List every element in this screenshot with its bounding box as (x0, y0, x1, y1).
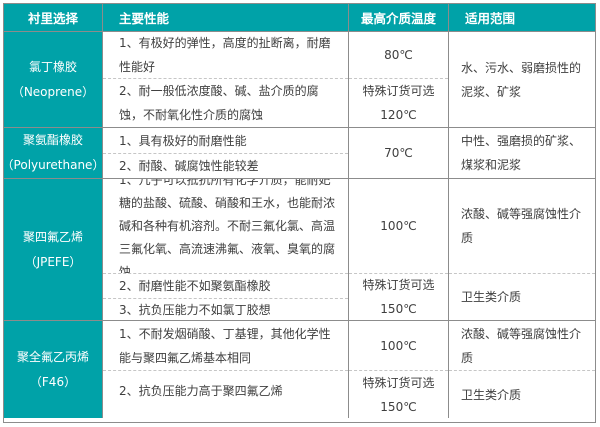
performance-item: 1、几乎可以抵抗所有化学介质，能耐妃糖的盐酸、硫酸、硝酸和王水，也能耐浓碱和各种… (119, 179, 336, 273)
performance-column: 1、有极好的弹性，高度的扯断离，耐磨性能好 2、耐一般低浓度酸、碱、盐介质的腐蚀… (102, 32, 348, 127)
max-temp-column: 100℃ 特殊订货可选 150℃ (348, 321, 448, 418)
max-temp-cell: 特殊订货可选 120℃ (349, 78, 448, 127)
max-temp-column: 100℃ 特殊订货可选 150℃ (348, 179, 448, 320)
max-temp-column: 80℃ 特殊订货可选 120℃ (348, 32, 448, 127)
application-range-column: 浓酸、碱等强腐蚀性介质 卫生类介质 (448, 179, 595, 320)
max-temp-cell: 特殊订货可选 150℃ (349, 273, 448, 320)
performance-column: 1、具有极好的耐磨性能 2、耐酸、碱腐蚀性能较差 (102, 128, 348, 178)
material-name-cn: 聚四氟乙烯 (22, 229, 83, 244)
application-range-column: 浓酸、碱等强腐蚀性介质 卫生类介质 (448, 321, 595, 418)
header-cell-lining-choice: 衬里选择 (27, 11, 78, 26)
material-name-cn: 聚氨酯橡胶 (22, 133, 83, 147)
application-range-column: 水、污水、弱磨损性的泥浆、矿浆 (448, 32, 595, 127)
material-row-neoprene: 氯丁橡胶 （Neoprene） 1、有极好的弹性，高度的扯断离，耐磨性能好 2、… (4, 31, 595, 127)
max-temp-cell: 特殊订货可选 150℃ (349, 370, 448, 418)
max-temp-cell: 80℃ (384, 48, 413, 62)
performance-item: 3、抗负压能力不如氯丁胶想 (103, 298, 348, 320)
material-row-f46: 聚全氟乙丙烯 （F46） 1、不耐发烟硝酸、丁基锂，其他化学性能与聚四氟乙烯基本… (4, 320, 595, 418)
application-range-cell: 浓酸、碱等强腐蚀性介质 (461, 326, 582, 365)
max-temp-cell: 100℃ (380, 338, 417, 353)
material-name-cn: 氯丁橡胶 (28, 59, 77, 74)
performance-column: 1、不耐发烟硝酸、丁基锂，其他化学性能与聚四氟乙烯基本相同 2、抗负压能力高于聚… (102, 321, 348, 418)
max-temp-cell: 70℃ (384, 146, 413, 160)
performance-column: 1、几乎可以抵抗所有化学介质，能耐妃糖的盐酸、硫酸、硝酸和王水，也能耐浓碱和各种… (102, 179, 348, 320)
application-range-cell: 中性、强磨损的矿浆、煤浆和泥浆 (461, 134, 582, 172)
performance-item: 2、抗负压能力高于聚四氟乙烯 (103, 370, 348, 418)
lining-selection-table: 衬里选择 主要性能 最高介质温度 适用范围 氯丁橡胶 （Neoprene） 1、… (3, 3, 596, 423)
application-range-cell: 水、污水、弱磨损性的泥浆、矿浆 (461, 60, 582, 99)
material-name-en: （JPEFE） (24, 254, 82, 269)
max-temp-column: 70℃ (348, 128, 448, 178)
application-range-cell: 浓酸、碱等强腐蚀性介质 (461, 207, 582, 245)
performance-item: 1、不耐发烟硝酸、丁基锂，其他化学性能与聚四氟乙烯基本相同 (119, 326, 331, 365)
material-name-cn: 聚全氟乙丙烯 (16, 349, 89, 364)
application-range-cell: 卫生类介质 (449, 273, 595, 320)
material-name-en: （Polyurethane） (4, 158, 102, 172)
material-row-jpefe: 聚四氟乙烯 （JPEFE） 1、几乎可以抵抗所有化学介质，能耐妃糖的盐酸、硫酸、… (4, 178, 595, 320)
material-name-cell: 聚氨酯橡胶 （Polyurethane） (4, 128, 102, 178)
header-cell-max-medium-temp: 最高介质温度 (348, 4, 448, 31)
max-temp-cell: 100℃ (380, 219, 417, 233)
performance-item: 1、有极好的弹性，高度的扯断离，耐磨性能好 (119, 36, 331, 74)
material-name-en: （Neoprene） (11, 84, 95, 99)
material-row-polyurethane: 聚氨酯橡胶 （Polyurethane） 1、具有极好的耐磨性能 2、耐酸、碱腐… (4, 127, 595, 178)
material-name-en: （F46） (29, 374, 77, 389)
header-cell-application-range: 适用范围 (448, 4, 595, 31)
performance-item: 2、耐酸、碱腐蚀性能较差 (103, 153, 348, 178)
table-header-row: 衬里选择 主要性能 最高介质温度 适用范围 (4, 4, 595, 31)
header-cell-main-performance: 主要性能 (102, 4, 348, 31)
application-range-cell: 卫生类介质 (449, 370, 595, 418)
performance-item: 2、耐磨性能不如聚氨酯橡胶 (103, 273, 348, 298)
performance-item: 2、耐一般低浓度酸、碱、盐介质的腐蚀，不耐氧化性介质的腐蚀 (103, 78, 348, 127)
material-name-cell: 氯丁橡胶 （Neoprene） (4, 32, 102, 127)
material-name-cell: 聚全氟乙丙烯 （F46） (4, 321, 102, 418)
performance-item: 1、具有极好的耐磨性能 (119, 133, 247, 148)
application-range-column: 中性、强磨损的矿浆、煤浆和泥浆 (448, 128, 595, 178)
material-name-cell: 聚四氟乙烯 （JPEFE） (4, 179, 102, 320)
